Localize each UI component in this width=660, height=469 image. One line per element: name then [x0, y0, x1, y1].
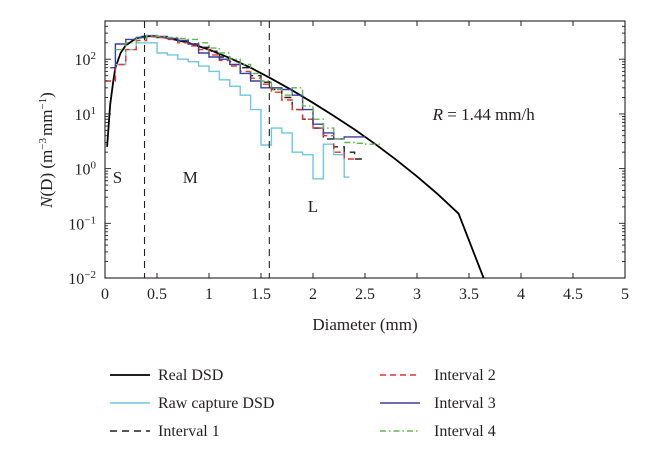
y-axis-title-unit-b: mm [37, 110, 56, 136]
y-axis-title-arg: (D) [37, 173, 56, 197]
region-label-l: L [308, 197, 318, 216]
series-interval-4 [115, 34, 381, 145]
x-axis-title: Diameter (mm) [312, 315, 417, 334]
y-axis-title-close: ) [37, 92, 56, 98]
x-tick-label: 4.5 [563, 286, 583, 303]
x-tick-label: 5 [621, 286, 629, 303]
plot-area [104, 20, 626, 279]
x-axis: 0 0.5 1 1.5 2 2.5 3 3.5 4 4.5 5 [101, 21, 629, 303]
x-tick-label: 3 [413, 286, 421, 303]
region-label-m: M [183, 168, 198, 187]
x-tick-label: 0 [101, 286, 109, 303]
region-labels: S M L [113, 168, 318, 216]
y-tick-label: 100 [75, 160, 97, 179]
region-label-s: S [113, 168, 122, 187]
y-tick-label: 101 [75, 105, 97, 124]
interval-boundaries [143, 21, 270, 278]
y-tick-label: 102 [75, 50, 97, 69]
y-axis: 10−2 10−1 100 101 102 [68, 20, 625, 288]
y-axis-title-base: N [37, 195, 56, 209]
x-tick-label: 1.5 [251, 286, 271, 303]
legend-label-interval-4: Interval 4 [434, 423, 496, 440]
y-axis-title-exp-b: −1 [37, 98, 49, 110]
legend-label-interval-1: Interval 1 [158, 423, 220, 440]
legend-label-interval-3: Interval 3 [434, 395, 496, 412]
series-layer [105, 34, 485, 278]
annotation-rainrate: R = 1.44 mm/h [432, 105, 536, 124]
legend: Real DSD Raw capture DSD Interval 1 Interva… [110, 367, 496, 440]
annotation-value: = 1.44 mm/h [443, 105, 535, 124]
x-tick-label: 4 [517, 286, 525, 303]
y-axis-title: N(D) (m−3 mm−1) [37, 92, 56, 209]
x-tick-label: 2.5 [355, 286, 375, 303]
x-tick-label: 0.5 [147, 286, 167, 303]
annotation-variable: R [432, 105, 444, 124]
y-axis-title-unit-a: (m [37, 150, 56, 173]
series-raw-capture-dsd [115, 42, 350, 180]
y-axis-title-exp-a: −3 [37, 138, 49, 150]
x-tick-label: 2 [309, 286, 317, 303]
x-tick-label: 3.5 [459, 286, 479, 303]
legend-label-raw-capture-dsd: Raw capture DSD [158, 395, 274, 412]
y-tick-label: 10−2 [68, 269, 96, 288]
y-tick-label: 10−1 [68, 214, 96, 233]
legend-label-real-dsd: Real DSD [158, 367, 223, 384]
legend-label-interval-2: Interval 2 [434, 367, 496, 384]
x-tick-label: 1 [205, 286, 213, 303]
